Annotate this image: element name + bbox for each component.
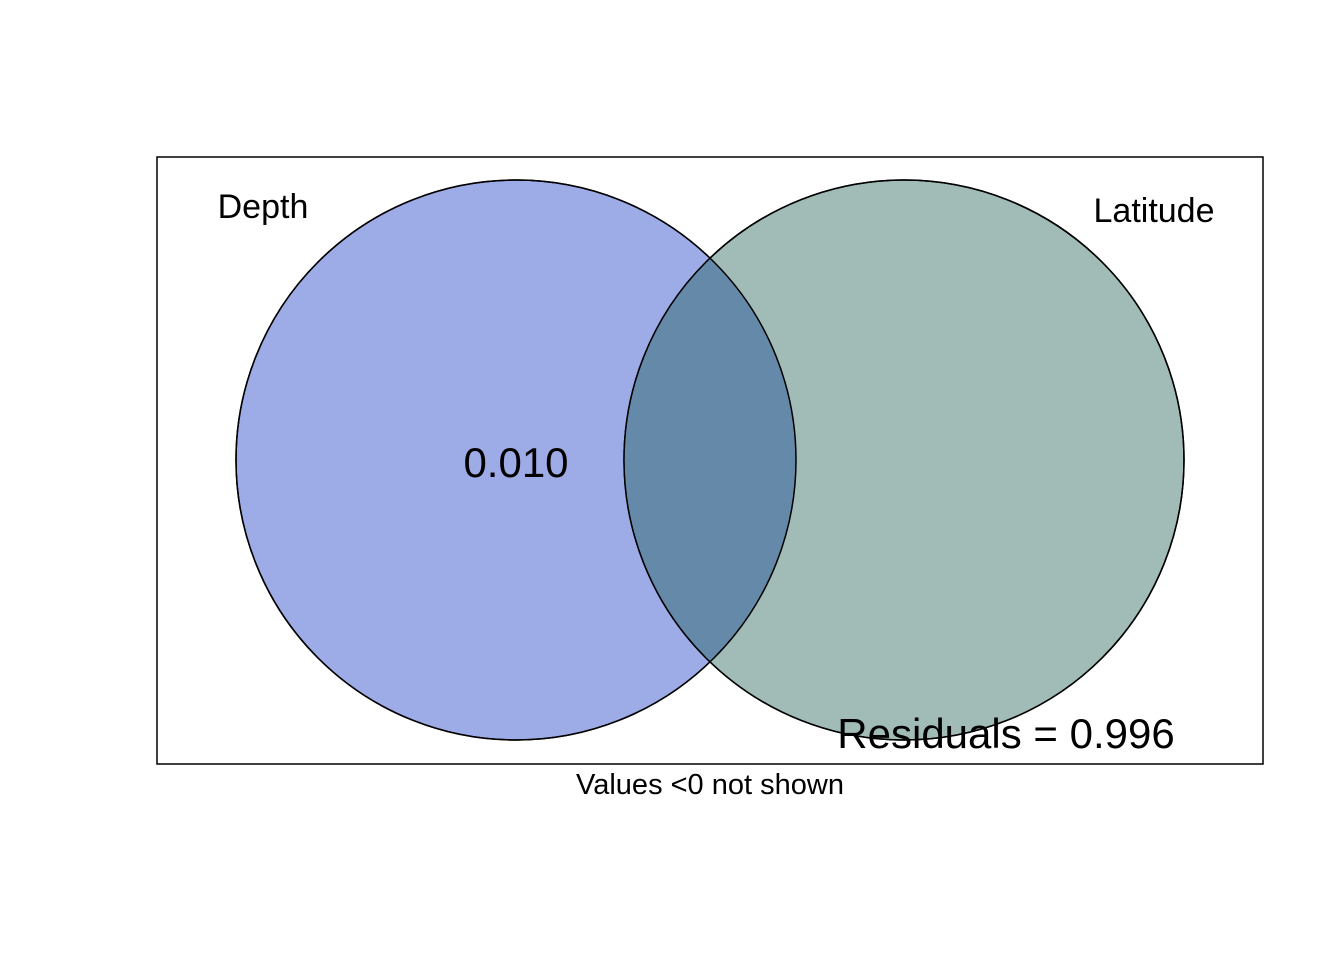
set-label-latitude: Latitude [1094,192,1215,230]
depth-only-value: 0.010 [463,439,568,486]
depth-circle-outline [235,179,797,741]
residuals-label: Residuals = 0.996 [837,710,1174,757]
latitude-circle-outline [623,179,1185,741]
set-label-depth: Depth [218,188,309,226]
footnote: Values <0 not shown [576,769,844,801]
plot-frame [156,156,1264,765]
